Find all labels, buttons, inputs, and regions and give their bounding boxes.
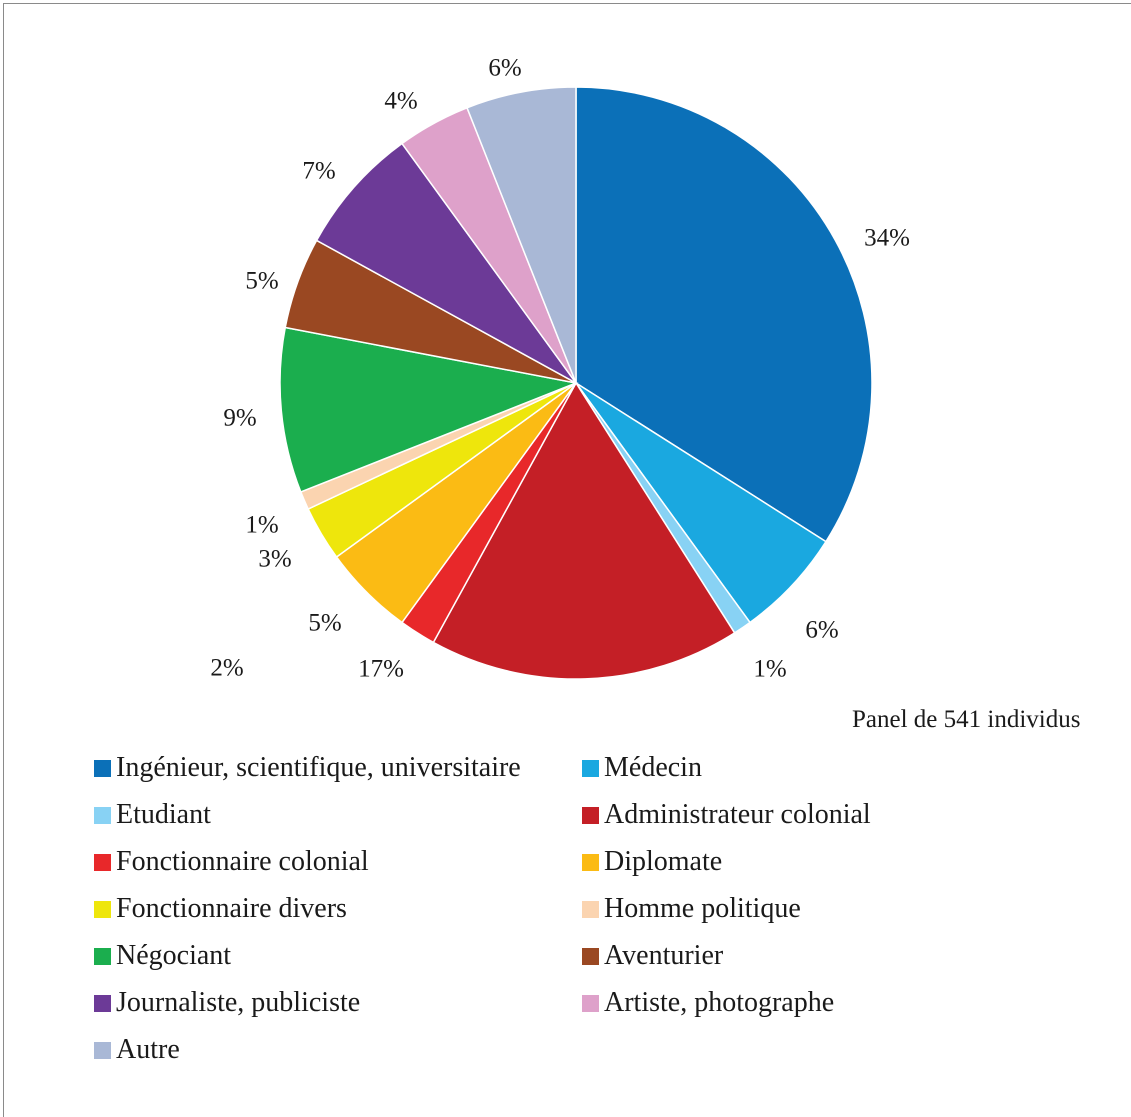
legend-label: Fonctionnaire divers bbox=[116, 893, 347, 924]
legend-item-3: Etudiant bbox=[94, 799, 211, 831]
pie-slice-4 bbox=[432, 381, 736, 680]
legend-item-8: Homme politique bbox=[582, 893, 801, 925]
legend-label: Médecin bbox=[604, 752, 702, 783]
legend-swatch bbox=[94, 947, 111, 965]
legend-item-11: Journaliste, publiciste bbox=[94, 987, 360, 1019]
legend-label: Homme politique bbox=[604, 893, 801, 924]
chart-note: Panel de 541 individus bbox=[852, 706, 1081, 733]
legend-swatch bbox=[94, 900, 111, 918]
pie-value-label-6: 5% bbox=[308, 610, 341, 637]
legend-item-12: Artiste, photographe bbox=[582, 987, 834, 1019]
legend-swatch bbox=[94, 806, 111, 824]
pie-slice-1 bbox=[575, 86, 873, 543]
legend-label: Journaliste, publiciste bbox=[116, 987, 361, 1018]
legend-swatch bbox=[94, 853, 111, 871]
pie-slice-9 bbox=[279, 326, 579, 493]
legend-item-13: Autre bbox=[94, 1034, 180, 1066]
pie-value-label-9: 9% bbox=[223, 405, 256, 432]
legend-label: Artiste, photographe bbox=[604, 987, 835, 1018]
pie-slice-13 bbox=[466, 86, 577, 384]
legend-item-5: Fonctionnaire colonial bbox=[94, 846, 369, 878]
legend-item-2: Médecin bbox=[582, 752, 702, 784]
legend-label: Ingénieur, scientifique, universitaire bbox=[116, 752, 521, 783]
pie-value-label-13: 6% bbox=[488, 55, 521, 82]
pie-slices bbox=[279, 86, 873, 680]
pie-value-label-3: 1% bbox=[753, 656, 786, 683]
legend-swatch bbox=[582, 806, 599, 824]
pie-value-label-5: 2% bbox=[210, 655, 243, 682]
legend-swatch bbox=[582, 759, 599, 777]
pie-value-labels: 34% 6% 1% 17% 2% 5% 3% 1% 9% 5% 7% 4% 6% bbox=[210, 55, 910, 683]
legend-label: Etudiant bbox=[116, 799, 211, 830]
pie-value-label-2: 6% bbox=[805, 617, 838, 644]
pie-value-label-11: 7% bbox=[302, 158, 335, 185]
legend-item-10: Aventurier bbox=[582, 940, 723, 972]
pie-value-label-8: 1% bbox=[245, 512, 278, 539]
legend-label: Diplomate bbox=[604, 846, 723, 877]
legend-swatch bbox=[94, 759, 111, 777]
pie-value-label-1: 34% bbox=[864, 225, 910, 252]
pie-slice-11 bbox=[315, 142, 577, 384]
legend-item-9: Négociant bbox=[94, 940, 231, 972]
legend-swatch bbox=[94, 1041, 111, 1059]
legend-label: Autre bbox=[116, 1034, 180, 1065]
pie-value-label-10: 5% bbox=[245, 268, 278, 295]
legend-label: Fonctionnaire colonial bbox=[116, 846, 369, 877]
chart-frame bbox=[3, 3, 1131, 1117]
legend-item-4: Administrateur colonial bbox=[582, 799, 871, 831]
legend-label: Administrateur colonial bbox=[604, 799, 871, 830]
legend-swatch bbox=[582, 947, 599, 965]
legend-item-1: Ingénieur, scientifique, universitaire bbox=[94, 752, 521, 784]
pie-value-label-12: 4% bbox=[384, 88, 417, 115]
pie-value-label-4: 17% bbox=[358, 656, 404, 683]
pie-value-label-7: 3% bbox=[258, 546, 291, 573]
legend-swatch bbox=[582, 853, 599, 871]
legend-swatch bbox=[582, 900, 599, 918]
legend-item-7: Fonctionnaire divers bbox=[94, 893, 347, 925]
legend-label: Négociant bbox=[116, 940, 232, 971]
legend-item-6: Diplomate bbox=[582, 846, 722, 878]
legend-label: Aventurier bbox=[604, 940, 724, 971]
legend-swatch bbox=[94, 994, 111, 1012]
legend-swatch bbox=[582, 994, 599, 1012]
